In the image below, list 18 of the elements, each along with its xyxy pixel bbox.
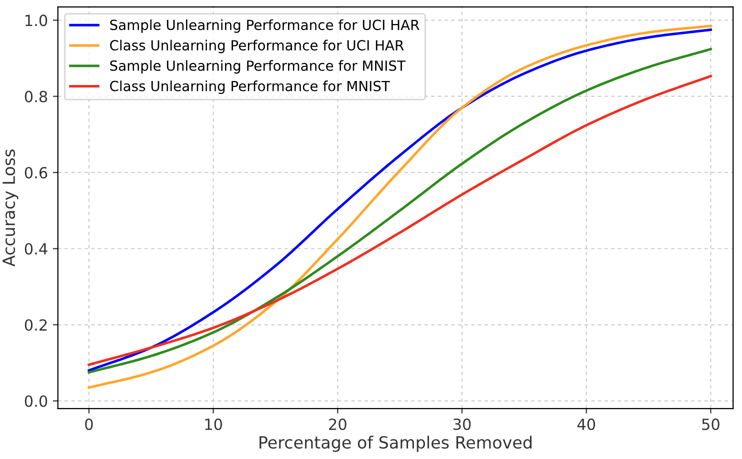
x-tick-label: 10 bbox=[205, 418, 222, 430]
x-tick-label: 50 bbox=[702, 418, 720, 430]
x-tick-label: 0 bbox=[85, 418, 93, 430]
legend-label: Class Unlearning Performance for UCI HAR bbox=[110, 40, 404, 54]
legend-label: Sample Unlearning Performance for MNIST bbox=[110, 60, 406, 74]
y-tick-label: 0.0 bbox=[24, 395, 48, 407]
legend-label: Sample Unlearning Performance for UCI HAR bbox=[110, 19, 420, 33]
y-tick-label: 0.6 bbox=[24, 166, 48, 179]
x-axis-title: Percentage of Samples Removed bbox=[260, 436, 532, 452]
y-tick-label: 0.2 bbox=[24, 319, 47, 331]
legend-label: Class Unlearning Performance for MNIST bbox=[110, 80, 390, 94]
x-tick-label: 40 bbox=[577, 418, 596, 430]
y-axis-title: Accuracy Loss bbox=[2, 150, 18, 267]
x-tick-label: 20 bbox=[329, 418, 346, 430]
y-tick-label: 0.8 bbox=[24, 90, 48, 102]
y-tick-label: 0.4 bbox=[24, 243, 48, 255]
x-tick-label: 30 bbox=[453, 418, 471, 430]
y-tick-label: 1.0 bbox=[26, 14, 48, 26]
